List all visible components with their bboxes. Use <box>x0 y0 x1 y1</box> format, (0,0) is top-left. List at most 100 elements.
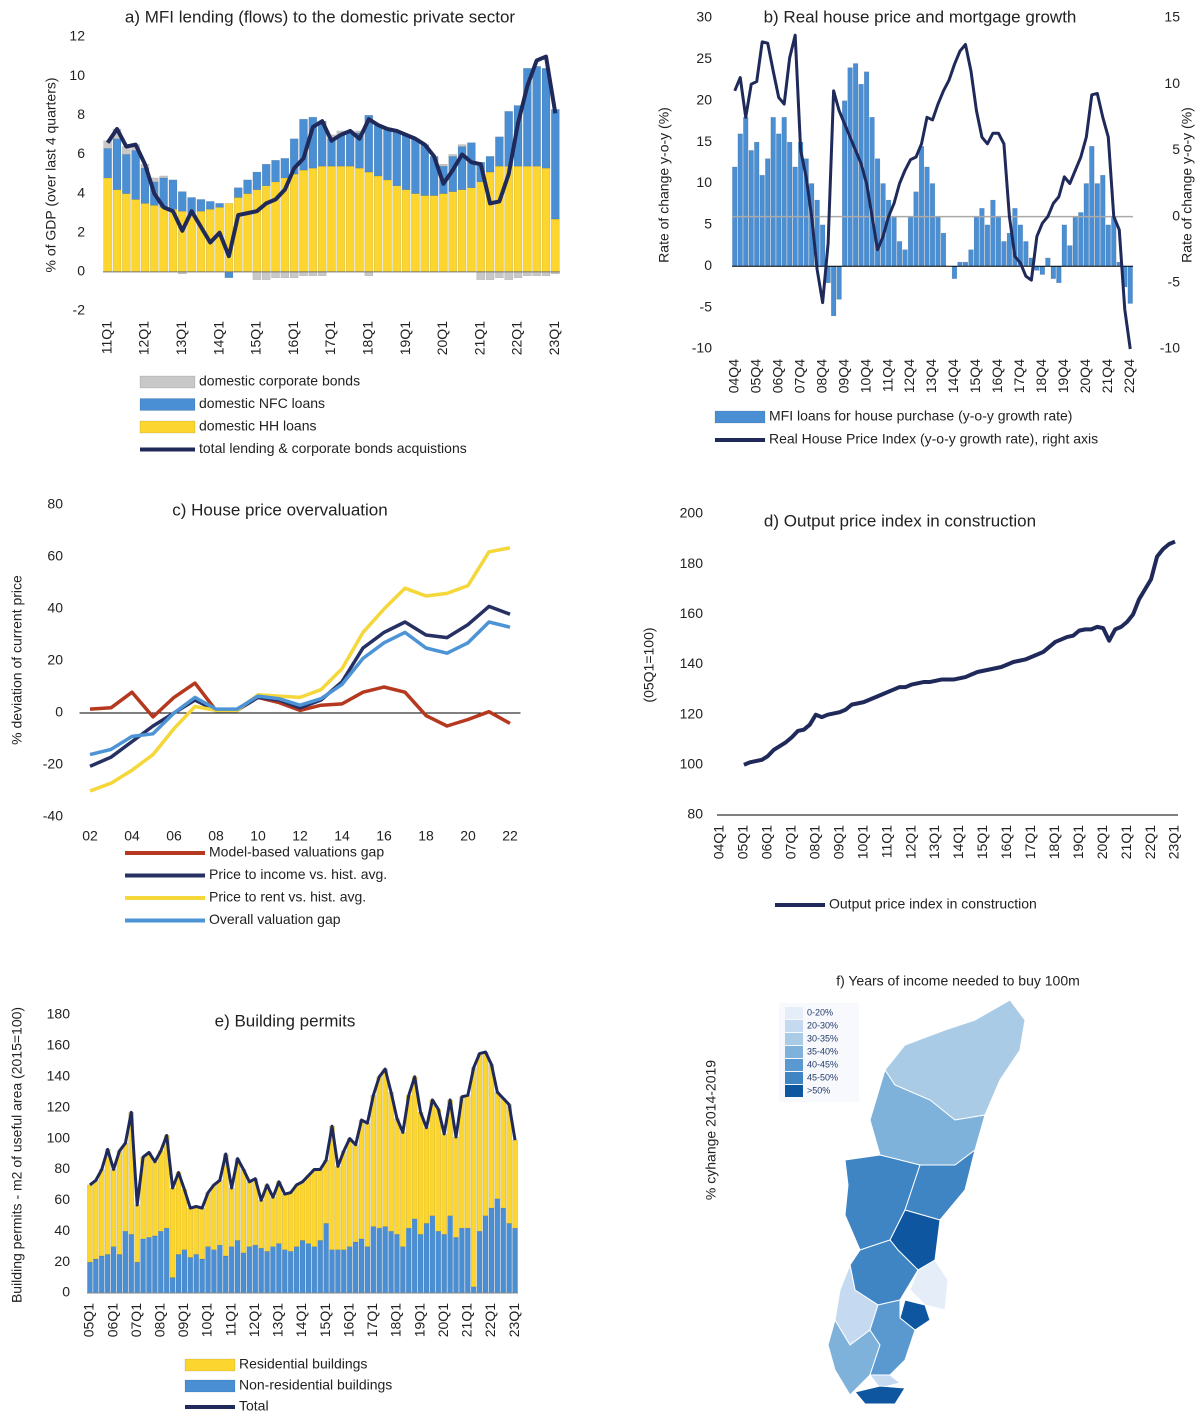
legend-label: 40-45% <box>807 1059 838 1069</box>
bar <box>441 1133 447 1235</box>
bar <box>1061 224 1067 267</box>
bar <box>869 117 875 267</box>
bar <box>1078 212 1084 267</box>
bar <box>532 165 541 273</box>
bar <box>532 271 541 277</box>
bar <box>512 1139 518 1229</box>
x-tick-label: 17Q1 <box>1022 825 1038 859</box>
bar <box>258 1247 264 1294</box>
bar <box>467 187 476 273</box>
bar <box>122 1142 129 1232</box>
legend-label: Price to rent vs. hist. avg. <box>209 889 366 905</box>
bar <box>317 165 327 273</box>
bar <box>317 1240 324 1294</box>
bar <box>470 1286 477 1294</box>
bar <box>104 1254 111 1294</box>
x-tick-label: 22Q1 <box>482 1303 498 1337</box>
bar <box>737 133 743 267</box>
x-tick-label: 10 <box>250 828 266 844</box>
legend-label: Residential buildings <box>239 1356 367 1372</box>
bar <box>335 1249 341 1294</box>
bar <box>465 1095 471 1229</box>
x-tick-label: 22Q4 <box>1121 359 1137 393</box>
bar <box>940 232 947 267</box>
legend-swatch <box>139 398 196 411</box>
bar <box>392 130 402 186</box>
bar <box>358 1238 365 1294</box>
bar <box>457 189 467 273</box>
bar <box>1056 266 1062 284</box>
x-tick-label: 22 <box>502 828 518 844</box>
bar <box>907 216 914 267</box>
bar <box>146 1237 152 1294</box>
x-tick-label: 11Q1 <box>878 825 894 858</box>
bar <box>476 1230 483 1294</box>
x-tick-label: 20Q1 <box>435 1303 451 1337</box>
map <box>827 999 1026 1405</box>
bar <box>1050 266 1056 279</box>
bar <box>494 1198 501 1294</box>
bar <box>439 163 448 167</box>
x-tick-label: 05Q4 <box>747 359 763 393</box>
bar <box>485 271 495 280</box>
bar <box>394 1118 400 1235</box>
chart-title: a) MFI lending (flows) to the domestic p… <box>125 7 516 26</box>
bar <box>429 195 439 273</box>
bar <box>913 191 919 267</box>
y-tick-label: -20 <box>43 756 63 772</box>
map-region <box>868 1374 902 1389</box>
legend-label: 0-20% <box>807 1007 833 1017</box>
bar <box>112 189 122 273</box>
bar <box>411 138 420 194</box>
bar <box>1105 224 1111 267</box>
bar <box>541 271 551 277</box>
bar <box>280 158 290 179</box>
bar <box>103 148 112 179</box>
y-tick-label: 120 <box>47 1098 71 1114</box>
y-tick-label: 15 <box>696 133 712 149</box>
legend-label: Model-based valuations gap <box>209 844 384 860</box>
bar <box>748 150 754 267</box>
bar <box>98 1169 105 1257</box>
bar <box>336 165 346 273</box>
x-tick-label: 10Q1 <box>199 1303 215 1337</box>
bar <box>87 1261 93 1294</box>
bar <box>820 224 826 267</box>
y2-tick-label: 15 <box>1164 9 1180 25</box>
bar <box>513 165 523 273</box>
x-tick-label: 19Q1 <box>397 321 413 355</box>
x-tick-label: 11Q1 <box>98 321 114 354</box>
chart-title: c) House price overvaluation <box>172 500 387 519</box>
bar <box>178 191 187 212</box>
x-tick-label: 22Q1 <box>509 321 525 355</box>
legend-label: 20-30% <box>807 1020 838 1030</box>
map-region <box>854 1385 906 1405</box>
bar <box>187 1257 194 1294</box>
line <box>89 546 511 793</box>
bar <box>743 117 749 267</box>
line <box>733 33 1132 350</box>
bar <box>335 1166 341 1251</box>
bar <box>281 1249 288 1294</box>
bar <box>370 1095 377 1227</box>
x-tick-label: 08Q1 <box>806 825 822 859</box>
bar <box>140 1238 146 1294</box>
bar <box>435 1108 442 1232</box>
bar <box>87 1184 93 1263</box>
x-tick-label: 07Q4 <box>791 359 807 393</box>
bar <box>276 1181 282 1244</box>
line <box>743 539 1176 767</box>
bar <box>233 187 243 198</box>
x-tick-label: 19Q1 <box>411 1303 427 1337</box>
bar <box>495 165 504 273</box>
bar <box>158 1230 164 1294</box>
y-tick-label: 40 <box>54 1222 70 1238</box>
bar <box>293 1246 300 1294</box>
map-region <box>869 1299 916 1376</box>
bar <box>448 191 458 273</box>
bar <box>122 1230 129 1294</box>
bar <box>252 1244 259 1294</box>
x-tick-label: 04 <box>124 828 140 844</box>
bar <box>420 195 430 273</box>
x-tick-label: 21Q4 <box>1099 359 1115 393</box>
